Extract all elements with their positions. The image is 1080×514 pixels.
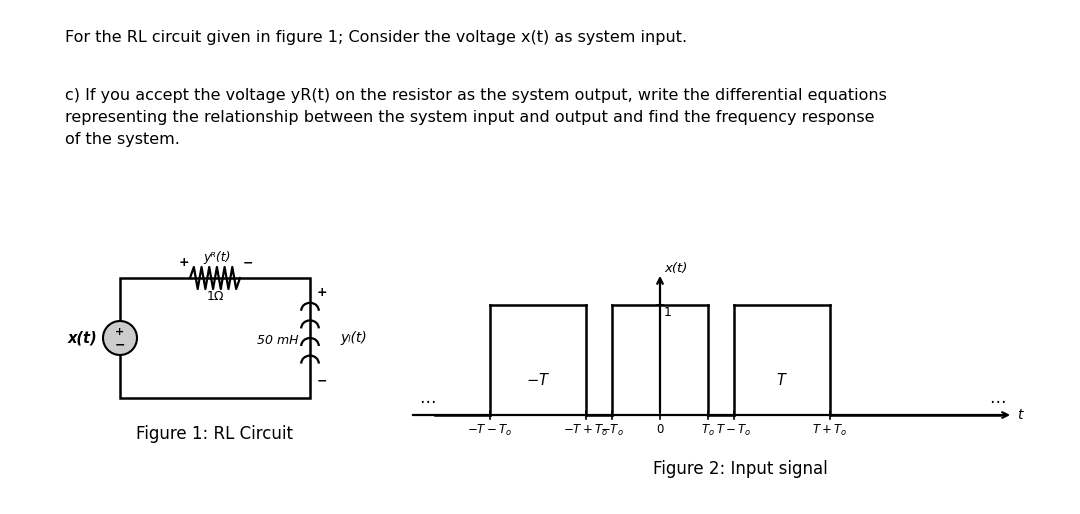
Text: −: − bbox=[114, 339, 125, 352]
Text: t: t bbox=[1017, 408, 1023, 422]
Text: Figure 2: Input signal: Figure 2: Input signal bbox=[652, 460, 827, 478]
Text: c) If you accept the voltage yR(t) on the resistor as the system output, write t: c) If you accept the voltage yR(t) on th… bbox=[65, 88, 887, 103]
Text: +: + bbox=[316, 286, 327, 299]
Text: $-T+T_o$: $-T+T_o$ bbox=[564, 423, 609, 438]
Text: $-T_o$: $-T_o$ bbox=[600, 423, 624, 438]
Text: For the RL circuit given in figure 1; Consider the voltage x(t) as system input.: For the RL circuit given in figure 1; Co… bbox=[65, 30, 687, 45]
Text: −: − bbox=[243, 256, 253, 269]
Text: yᴿ(t): yᴿ(t) bbox=[203, 251, 231, 265]
Text: $T_o$: $T_o$ bbox=[701, 423, 715, 438]
Text: 50 mH: 50 mH bbox=[257, 334, 299, 346]
Text: ⋯: ⋯ bbox=[988, 393, 1005, 411]
Bar bbox=[120, 278, 310, 398]
Text: $T$: $T$ bbox=[777, 372, 788, 388]
Text: +: + bbox=[178, 256, 189, 269]
Text: x(t): x(t) bbox=[67, 331, 97, 345]
Text: yₗ(t): yₗ(t) bbox=[340, 331, 367, 345]
Text: −: − bbox=[316, 375, 327, 388]
Text: $T+T_o$: $T+T_o$ bbox=[812, 423, 848, 438]
Circle shape bbox=[103, 321, 137, 355]
Text: x(t): x(t) bbox=[664, 262, 687, 275]
Text: $0$: $0$ bbox=[656, 423, 664, 436]
Text: $-T$: $-T$ bbox=[526, 372, 550, 388]
Text: $T-T_o$: $T-T_o$ bbox=[716, 423, 752, 438]
Text: 1Ω: 1Ω bbox=[206, 289, 224, 303]
Text: +: + bbox=[116, 327, 124, 337]
Text: Figure 1: RL Circuit: Figure 1: RL Circuit bbox=[136, 425, 294, 443]
Text: representing the relationship between the system input and output and find the f: representing the relationship between th… bbox=[65, 110, 875, 125]
Text: 1: 1 bbox=[664, 306, 672, 320]
Text: $-T-T_o$: $-T-T_o$ bbox=[468, 423, 513, 438]
Text: ⋯: ⋯ bbox=[419, 393, 435, 411]
Text: of the system.: of the system. bbox=[65, 132, 180, 147]
